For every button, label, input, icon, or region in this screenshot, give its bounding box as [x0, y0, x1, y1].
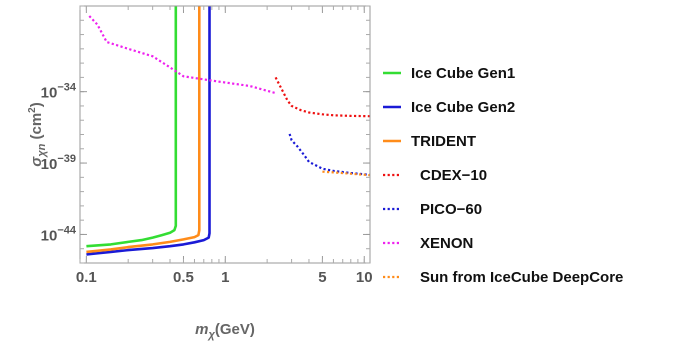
plot-frame — [79, 5, 371, 264]
legend: Ice Cube Gen1 Ice Cube Gen2 TRIDENT CDEX−10… — [383, 65, 623, 286]
legend-label-trident: TRIDENT — [411, 133, 476, 150]
legend-label-ice-cube-gen1: Ice Cube Gen1 — [411, 65, 515, 82]
legend-label-sun-from-icecube-deepcore: Sun from IceCube DeepCore — [420, 269, 623, 286]
legend-label-xenon: XENON — [420, 235, 473, 252]
x-tick-label: 5 — [318, 269, 326, 286]
series-ice-cube-gen1-line — [86, 6, 178, 248]
data-series-group — [86, 6, 370, 256]
series-cdex-10-line — [274, 76, 370, 118]
y-axis-label: σχn (cm2) — [27, 102, 48, 166]
legend-label-pico-60: PICO−60 — [420, 201, 482, 218]
legend-label-cdex-10: CDEX−10 — [420, 167, 487, 184]
x-axis-label: mχ(GeV) — [195, 321, 255, 341]
series-sun-from-icecube-deepcore-line — [322, 170, 370, 177]
series-xenon-line — [88, 15, 276, 95]
axes-group: 0.1 0.5 1 5 10 10−34 10−39 10−44 — [41, 5, 373, 286]
y-tick-label: 10−39 — [41, 153, 76, 173]
x-tick-label: 0.1 — [76, 269, 97, 286]
legend-label-ice-cube-gen2: Ice Cube Gen2 — [411, 99, 515, 116]
x-tick-label: 1 — [221, 269, 229, 286]
y-tick-label: 10−34 — [41, 82, 77, 102]
x-tick-label: 10 — [356, 269, 373, 286]
series-ice-cube-gen2-line — [86, 6, 211, 256]
series-pico-60-line — [288, 133, 370, 176]
x-tick-label: 0.5 — [173, 269, 194, 286]
series-trident-line — [86, 6, 201, 254]
y-tick-label: 10−44 — [41, 224, 77, 244]
